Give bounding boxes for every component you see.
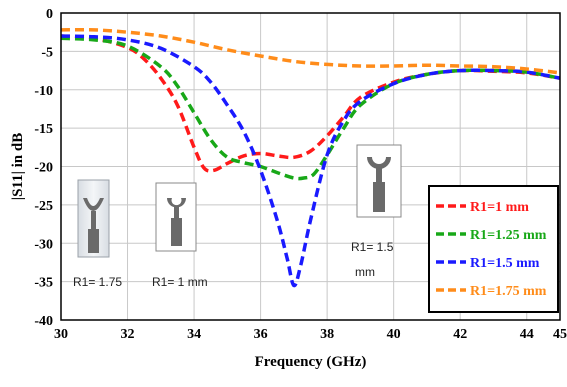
legend-items: R1=1 mm R1=1.25 mm R1=1.5 mm R1=1.75 mm — [436, 200, 547, 299]
series-line-4 — [60, 27, 561, 75]
y-tick-label: -25 — [34, 199, 53, 214]
legend-label-4: R1=1.75 mm — [470, 284, 547, 299]
antenna-icon-r175 — [77, 179, 110, 258]
x-tick-label: 40 — [387, 327, 401, 342]
y-tick-label: -40 — [34, 314, 53, 329]
y-tick-label: -10 — [34, 84, 53, 99]
plot-frame — [60, 12, 561, 321]
legend-label-3: R1=1.5 mm — [470, 256, 540, 271]
y-axis-title: |S11| in dB — [10, 133, 26, 200]
y-tick-label: 0 — [46, 7, 53, 22]
annotation-r15-line2: mm — [355, 265, 375, 279]
legend: R1=1 mm R1=1.25 mm R1=1.5 mm R1=1.75 mm — [428, 185, 559, 313]
y-tick-label: -5 — [41, 45, 53, 60]
y-tick-label: -20 — [34, 161, 53, 176]
x-axis-title: Frequency (GHz) — [255, 354, 367, 370]
x-tick-label: 38 — [320, 327, 334, 342]
x-tick-label: 32 — [121, 327, 135, 342]
x-tick-label: 45 — [553, 327, 567, 342]
antenna-icon-r1 — [155, 182, 197, 252]
x-tick-label: 44 — [520, 327, 534, 342]
legend-label-2: R1=1.25 mm — [470, 228, 547, 243]
tick-labels: 30 32 34 36 38 40 42 44 45 0 -5 -10 -15 -20 -25 -30 -35 -… — [34, 7, 567, 342]
x-tick-label: 42 — [453, 327, 467, 342]
y-tick-label: -30 — [34, 237, 53, 252]
annotation-r175: R1= 1.75 — [73, 275, 122, 289]
legend-label-1: R1=1 mm — [470, 200, 529, 215]
x-tick-label: 30 — [54, 327, 68, 342]
x-tick-label: 34 — [187, 327, 201, 342]
series-line-3 — [60, 34, 561, 288]
series-line-2 — [60, 36, 561, 181]
y-tick-label: -35 — [34, 276, 53, 291]
y-tick-label: -15 — [34, 122, 53, 137]
series-line-1 — [60, 34, 561, 173]
annotation-r1: R1= 1 mm — [152, 275, 208, 289]
series-layer — [60, 27, 561, 288]
x-tick-label: 36 — [254, 327, 268, 342]
annotation-r15-line1: R1= 1.5 — [351, 240, 394, 254]
antenna-icon-r15 — [356, 144, 402, 218]
